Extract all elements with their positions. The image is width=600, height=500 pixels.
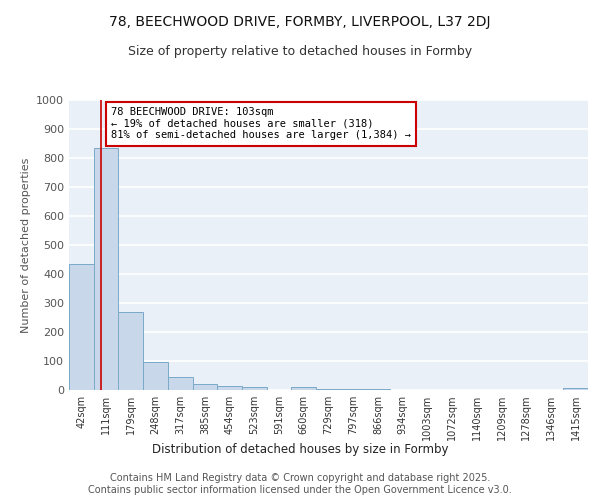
Bar: [341, 388, 365, 390]
Bar: [143, 362, 168, 390]
Text: Distribution of detached houses by size in Formby: Distribution of detached houses by size …: [152, 442, 448, 456]
Text: Contains HM Land Registry data © Crown copyright and database right 2025.
Contai: Contains HM Land Registry data © Crown c…: [88, 474, 512, 495]
Bar: [292, 387, 316, 390]
Bar: [94, 148, 118, 390]
Bar: [365, 388, 390, 390]
Bar: [69, 264, 94, 390]
Bar: [168, 377, 193, 390]
Bar: [563, 388, 588, 390]
Bar: [316, 388, 341, 390]
Bar: [217, 386, 242, 390]
Text: 78 BEECHWOOD DRIVE: 103sqm
← 19% of detached houses are smaller (318)
81% of sem: 78 BEECHWOOD DRIVE: 103sqm ← 19% of deta…: [111, 108, 411, 140]
Text: Size of property relative to detached houses in Formby: Size of property relative to detached ho…: [128, 45, 472, 58]
Bar: [242, 387, 267, 390]
Text: 78, BEECHWOOD DRIVE, FORMBY, LIVERPOOL, L37 2DJ: 78, BEECHWOOD DRIVE, FORMBY, LIVERPOOL, …: [109, 15, 491, 29]
Bar: [193, 384, 217, 390]
Y-axis label: Number of detached properties: Number of detached properties: [20, 158, 31, 332]
Bar: [118, 312, 143, 390]
